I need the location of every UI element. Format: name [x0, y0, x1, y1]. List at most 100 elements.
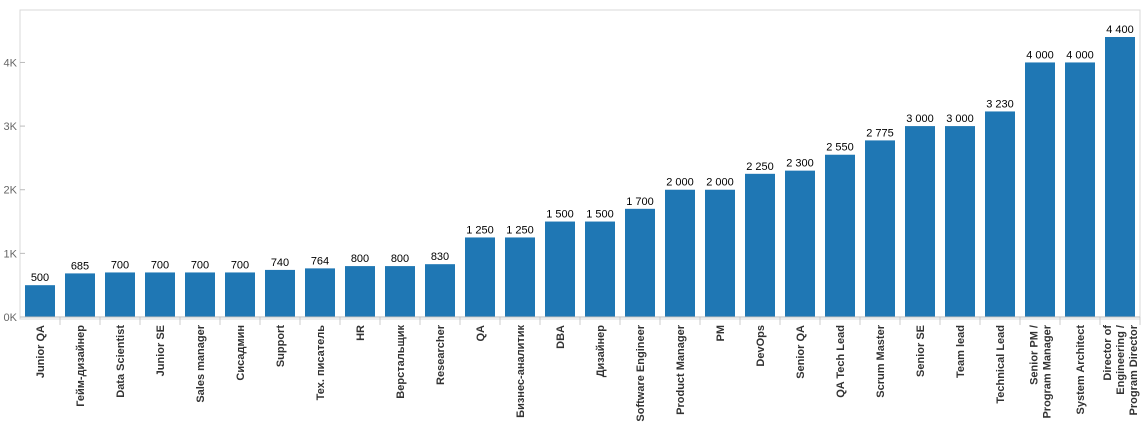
x-axis-labels: Junior QA Гейм-дизайнер Data Scientist Juni…: [20, 316, 1141, 422]
bar: [425, 264, 455, 317]
x-tick-label: Support: [275, 325, 287, 367]
bar-value-label: 2 300: [786, 158, 814, 170]
bar-value-label: 4 400: [1106, 24, 1134, 36]
x-tick-label: Director of Engineering / Program Director: [1102, 324, 1140, 415]
x-tick-label-line: DevOps: [755, 325, 767, 367]
bar: [225, 272, 255, 317]
bars: [25, 37, 1135, 317]
bar: [865, 140, 895, 317]
x-tick-label-line: QA: [475, 325, 487, 342]
x-tick-label-line: Director of: [1102, 325, 1114, 381]
bar: [305, 268, 335, 317]
x-tick-label-line: Senior QA: [795, 325, 807, 379]
x-tick-label-line: Бизнес-аналитик: [515, 325, 527, 418]
x-tick-label: Junior SE: [155, 325, 167, 376]
bar: [1105, 37, 1135, 317]
x-tick-label-line: Тех. писатель: [315, 325, 327, 401]
bar-value-label: 3 000: [946, 113, 974, 125]
x-tick-label-line: Team lead: [955, 325, 967, 378]
bar: [105, 272, 135, 317]
bar: [65, 273, 95, 317]
x-tick-label-line: Support: [275, 325, 287, 367]
x-tick-label-line: Junior SE: [155, 325, 167, 376]
x-tick-label-line: Engineering /: [1115, 325, 1127, 395]
x-tick-label: PM: [715, 325, 727, 342]
y-tick-label: 1K: [4, 248, 18, 260]
bar-value-label: 3 230: [986, 98, 1014, 110]
x-tick-label: Senior QA: [795, 325, 807, 379]
bar-value-label: 1 500: [586, 209, 614, 221]
x-tick-label: Senior PM / Program Manager: [1029, 324, 1054, 418]
bar: [345, 266, 375, 317]
bar: [745, 173, 775, 317]
x-tick-label-line: DBA: [555, 325, 567, 349]
bar: [465, 237, 495, 317]
bar-value-label: 2 000: [666, 177, 694, 189]
bar-value-label: 700: [191, 259, 209, 271]
bar-value-label: 4 000: [1026, 49, 1054, 61]
y-tick-label: 3K: [4, 121, 18, 133]
x-tick-label-line: Дизайнер: [595, 325, 607, 378]
bar-value-label: 764: [311, 255, 329, 267]
bar-value-label: 1 250: [506, 224, 534, 236]
bar-value-label: 1 500: [546, 209, 574, 221]
bar: [545, 221, 575, 317]
x-tick-label: Product Manager: [675, 324, 687, 415]
x-tick-label-line: Senior SE: [915, 325, 927, 377]
x-tick-label-line: Гейм-дизайнер: [75, 325, 87, 407]
x-tick-label: Бизнес-аналитик: [515, 325, 527, 418]
bar-value-label: 3 000: [906, 113, 934, 125]
x-tick-label-line: Product Manager: [675, 324, 687, 415]
x-tick-label: DevOps: [755, 325, 767, 367]
bar: [825, 154, 855, 317]
bar: [985, 111, 1015, 317]
bar-value-label: 700: [151, 259, 169, 271]
bar: [625, 208, 655, 317]
x-tick-label: Дизайнер: [595, 325, 607, 378]
bar: [265, 269, 295, 317]
bar-value-label: 500: [31, 272, 49, 284]
bar: [385, 266, 415, 317]
y-tick-label: 0K: [4, 312, 18, 324]
bar-value-label: 685: [71, 260, 89, 272]
x-tick-label-line: Senior PM /: [1029, 325, 1041, 385]
bar-value-label: 740: [271, 257, 289, 269]
bar: [1065, 62, 1095, 317]
x-tick-label-line: Program Director: [1128, 324, 1140, 415]
bar-value-label: 2 775: [866, 127, 894, 139]
x-tick-label-line: QA Tech Lead: [835, 325, 847, 398]
x-tick-label: HR: [355, 325, 367, 341]
bar: [665, 189, 695, 317]
x-tick-label-line: Researcher: [435, 324, 447, 385]
bar: [905, 126, 935, 317]
x-tick-label-line: Software Engineer: [635, 324, 647, 421]
x-tick-label: QA Tech Lead: [835, 325, 847, 398]
x-tick-label-line: Sales manager: [195, 324, 207, 402]
bar: [705, 189, 735, 317]
x-tick-label-line: Technical Lead: [995, 325, 1007, 404]
x-tick-label-line: Верстальщик: [395, 325, 407, 399]
bar: [1025, 62, 1055, 317]
x-tick-label: Data Scientist: [115, 325, 127, 398]
x-tick-label-line: Program Manager: [1042, 324, 1054, 418]
bar: [945, 126, 975, 317]
bar-value-label: 2 000: [706, 177, 734, 189]
bar-value-label: 1 700: [626, 196, 654, 208]
x-tick-label-line: HR: [355, 325, 367, 341]
x-tick-label-line: Сисадмин: [235, 325, 247, 381]
x-tick-label: Scrum Master: [875, 324, 887, 397]
bar: [505, 237, 535, 317]
x-tick-label: Сисадмин: [235, 325, 247, 381]
x-tick-label-line: Data Scientist: [115, 325, 127, 398]
bar-value-label: 2 550: [826, 142, 854, 154]
x-tick-label: Тех. писатель: [315, 325, 327, 401]
x-tick-label: Software Engineer: [635, 324, 647, 421]
x-tick-label: Team lead: [955, 325, 967, 378]
x-tick-label: Sales manager: [195, 324, 207, 402]
x-tick-label: Technical Lead: [995, 325, 1007, 404]
x-tick-label-line: Scrum Master: [875, 324, 887, 397]
bar: [585, 221, 615, 317]
x-tick-label: Researcher: [435, 324, 447, 385]
bar: [185, 272, 215, 317]
